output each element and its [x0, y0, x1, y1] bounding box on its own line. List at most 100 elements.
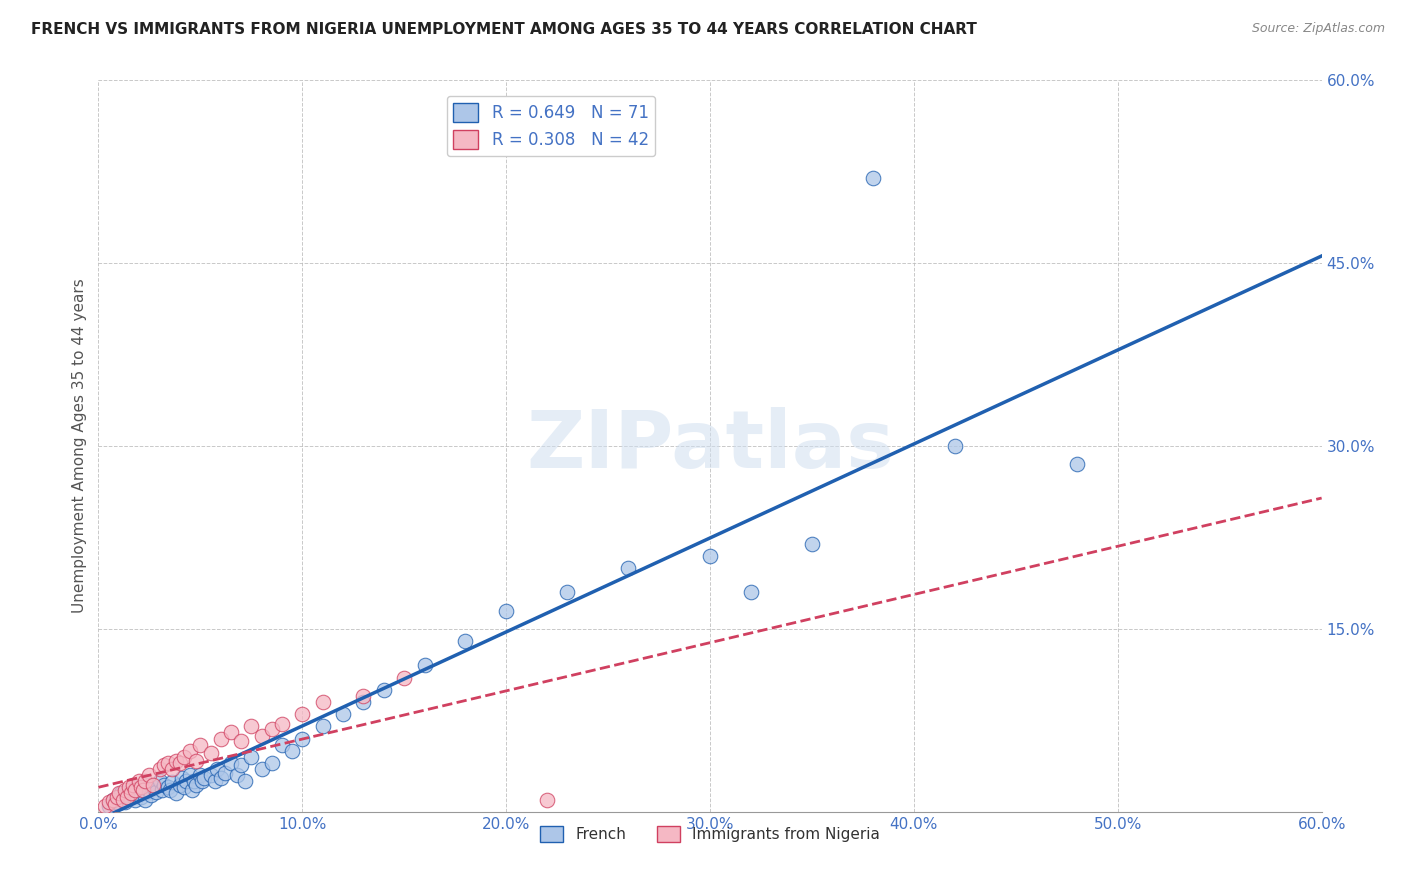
Point [270, 717, 294, 731]
Point [179, 768, 201, 782]
Point [352, 689, 374, 703]
Point [240, 719, 263, 733]
Point [413, 658, 436, 673]
Point [156, 756, 179, 770]
Point [128, 787, 150, 801]
Point [260, 756, 283, 770]
Point [173, 780, 195, 795]
Point [231, 758, 253, 772]
Point [188, 738, 212, 752]
Point [104, 795, 127, 809]
Point [169, 778, 191, 792]
Point [159, 782, 181, 797]
Point [233, 774, 256, 789]
Point [188, 768, 212, 782]
Point [149, 762, 172, 776]
Point [173, 749, 195, 764]
Point [160, 762, 183, 776]
Point [392, 671, 416, 685]
Point [145, 785, 167, 799]
Point [111, 792, 134, 806]
Legend: French, Immigrants from Nigeria: French, Immigrants from Nigeria [534, 820, 886, 848]
Point [134, 792, 156, 806]
Point [699, 549, 721, 563]
Point [200, 746, 222, 760]
Point [209, 731, 232, 746]
Point [104, 797, 127, 812]
Point [312, 695, 335, 709]
Point [93, 798, 115, 813]
Point [110, 787, 132, 801]
Point [165, 787, 187, 801]
Point [97, 795, 120, 809]
Point [943, 439, 966, 453]
Point [114, 795, 136, 809]
Point [150, 782, 173, 797]
Point [170, 771, 193, 785]
Point [127, 780, 149, 795]
Point [219, 756, 242, 770]
Point [132, 782, 155, 797]
Point [536, 792, 558, 806]
Point [219, 725, 242, 739]
Point [142, 780, 165, 795]
Point [801, 536, 824, 550]
Point [226, 768, 249, 782]
Point [114, 782, 136, 797]
Point [454, 634, 477, 648]
Point [231, 734, 253, 748]
Point [209, 771, 232, 785]
Point [134, 774, 156, 789]
Point [141, 788, 163, 802]
Point [250, 729, 273, 743]
Point [129, 790, 152, 805]
Point [260, 722, 283, 736]
Point [115, 790, 138, 805]
Point [214, 765, 236, 780]
Point [132, 782, 155, 797]
Point [174, 774, 197, 789]
Point [136, 778, 159, 792]
Point [291, 707, 314, 722]
Point [122, 778, 145, 792]
Point [152, 758, 174, 772]
Point [124, 782, 146, 797]
Point [250, 762, 273, 776]
Point [118, 780, 141, 795]
Point [186, 778, 208, 792]
Point [555, 585, 579, 599]
Point [240, 749, 263, 764]
Point [205, 762, 228, 776]
Point [97, 798, 120, 813]
Point [128, 774, 150, 789]
Point [138, 768, 160, 782]
Point [186, 754, 208, 768]
Point [1066, 457, 1088, 471]
Point [281, 744, 304, 758]
Point [179, 744, 201, 758]
Y-axis label: Unemployment Among Ages 35 to 44 years: Unemployment Among Ages 35 to 44 years [72, 278, 87, 614]
Point [740, 585, 762, 599]
Point [105, 790, 128, 805]
Point [495, 603, 517, 617]
Point [108, 790, 131, 805]
Point [200, 768, 222, 782]
Point [142, 778, 165, 792]
Text: ZIPatlas: ZIPatlas [526, 407, 894, 485]
Point [149, 774, 172, 789]
Point [191, 774, 214, 789]
Point [183, 774, 205, 789]
Point [101, 792, 124, 806]
Point [165, 754, 187, 768]
Point [138, 784, 160, 798]
Point [122, 787, 145, 801]
Point [120, 787, 142, 801]
Point [862, 170, 884, 185]
Point [108, 787, 131, 801]
Point [181, 782, 204, 797]
Point [129, 780, 152, 795]
Point [291, 731, 314, 746]
Point [352, 695, 374, 709]
Point [169, 756, 191, 770]
Point [204, 774, 226, 789]
